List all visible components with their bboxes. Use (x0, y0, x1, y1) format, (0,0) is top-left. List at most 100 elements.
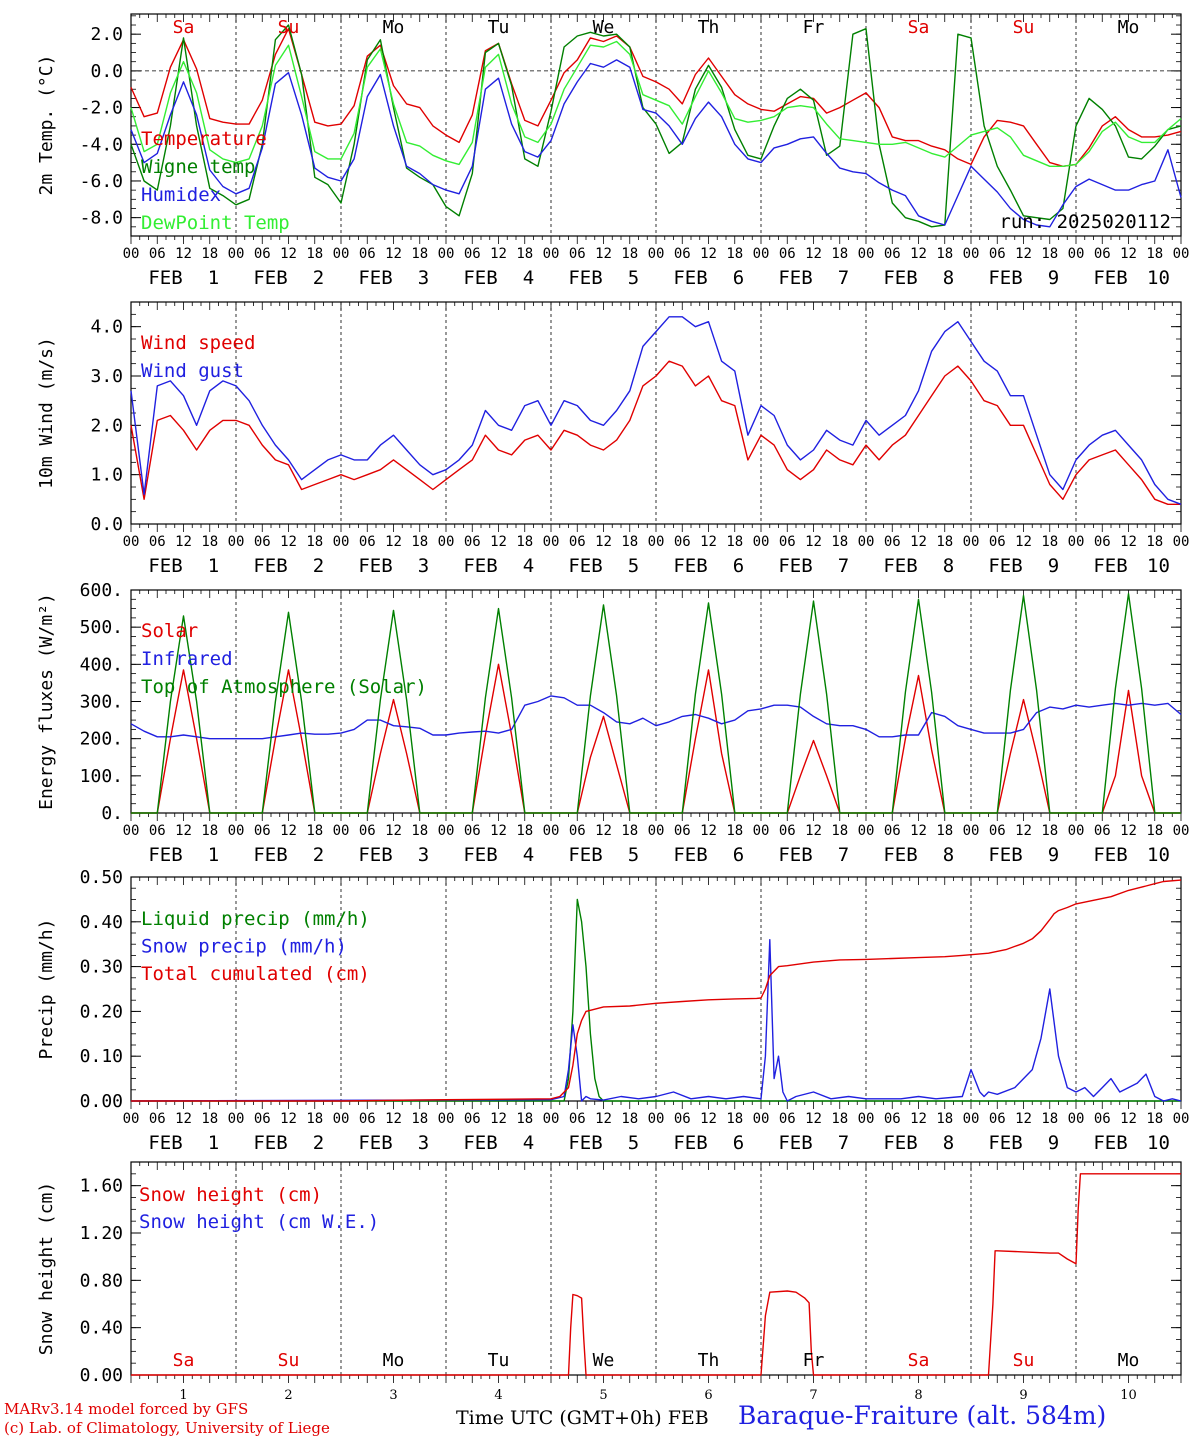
hour-tick-label: 06 (359, 1111, 376, 1127)
hour-tick-label: 18 (516, 1111, 533, 1127)
hour-tick-label: 18 (411, 1111, 428, 1127)
lab-credit-line: (c) Lab. of Climatology, University of L… (4, 1419, 330, 1437)
station-title: Baraque-Fraiture (alt. 584m) (738, 1401, 1107, 1430)
month-label: FEB (778, 267, 812, 289)
hour-tick-label: 12 (175, 1111, 192, 1127)
hour-tick-label: 06 (674, 1111, 691, 1127)
hour-tick-label: 18 (936, 246, 953, 262)
hour-tick-label: 12 (385, 534, 402, 550)
hour-tick-label: 18 (516, 534, 533, 550)
day-number-label: 2 (313, 267, 324, 289)
hour-tick-label: 18 (411, 246, 428, 262)
hour-tick-label: 06 (779, 246, 796, 262)
legend-entry: Wigne temp (141, 156, 255, 178)
hour-tick-label: 00 (648, 534, 665, 550)
hour-tick-label: 06 (569, 1111, 586, 1127)
day-number-label: 1 (208, 844, 219, 866)
hour-tick-label: 06 (884, 246, 901, 262)
panel-1 (130, 13, 1182, 244)
day-number-label: 8 (943, 267, 954, 289)
hour-tick-label: 12 (385, 1111, 402, 1127)
y-tick-label: 600. (80, 580, 123, 601)
day-number-label: 10 (1147, 267, 1170, 289)
series-line-green (130, 24, 1182, 228)
hour-tick-label: 18 (831, 1111, 848, 1127)
day-name-label: We (593, 1350, 615, 1371)
month-label: FEB (883, 555, 917, 577)
hour-tick-label: 18 (1041, 246, 1058, 262)
hour-tick-label: 18 (306, 823, 323, 839)
series-line-lightgreen (130, 40, 1182, 168)
panel-4 (130, 876, 1182, 1109)
hour-tick-label: 00 (858, 823, 875, 839)
series-line-green (131, 593, 1181, 814)
month-label: FEB (253, 267, 287, 289)
hour-tick-label: 06 (149, 534, 166, 550)
hour-tick-label: 00 (543, 246, 560, 262)
day-number-label: 10 (1147, 1132, 1170, 1154)
hour-tick-label: 18 (306, 246, 323, 262)
hour-tick-label: 00 (963, 823, 980, 839)
y-tick-label: 0.40 (80, 1318, 123, 1339)
hour-tick-label: 00 (1068, 823, 1085, 839)
month-label: FEB (148, 1132, 182, 1154)
y-tick-label: 0. (101, 803, 123, 824)
hour-tick-label: 06 (1094, 823, 1111, 839)
y-tick-label: 0.10 (80, 1046, 123, 1067)
y-tick-label: -4.0 (80, 134, 123, 155)
day-number-label: 5 (628, 844, 639, 866)
day-number-label: 9 (1048, 267, 1059, 289)
hour-tick-label: 18 (621, 823, 638, 839)
hour-tick-label: 06 (359, 823, 376, 839)
hour-tick-label: 06 (254, 1111, 271, 1127)
hour-tick-label: 06 (779, 534, 796, 550)
hour-tick-label: 06 (149, 246, 166, 262)
month-label: FEB (673, 1132, 707, 1154)
hour-tick-label: 00 (963, 534, 980, 550)
day-name-label: Mo (1118, 1350, 1140, 1371)
day-number-label: 8 (943, 844, 954, 866)
day-number-label: 8 (914, 1388, 922, 1403)
month-label: FEB (1093, 1132, 1127, 1154)
hour-tick-label: 06 (674, 246, 691, 262)
hour-tick-label: 00 (1173, 246, 1190, 262)
hour-tick-label: 12 (280, 534, 297, 550)
legend-entry: Top of Atmosphere (Solar) (141, 676, 427, 698)
hour-tick-label: 12 (385, 823, 402, 839)
month-label: FEB (1093, 555, 1127, 577)
hour-tick-label: 06 (989, 534, 1006, 550)
hour-tick-label: 12 (490, 1111, 507, 1127)
day-number-label: 10 (1147, 555, 1170, 577)
hour-tick-label: 12 (175, 534, 192, 550)
hour-tick-label: 00 (648, 1111, 665, 1127)
month-label: FEB (463, 1132, 497, 1154)
month-label: FEB (253, 844, 287, 866)
day-number-label: 5 (628, 555, 639, 577)
day-number-label: 5 (628, 267, 639, 289)
hour-tick-label: 12 (175, 246, 192, 262)
run-annotation: run: 2025020112 (999, 211, 1171, 233)
legend-entry: Infrared (141, 648, 233, 670)
y-tick-label: 0.20 (80, 1001, 123, 1022)
hour-tick-label: 00 (1068, 534, 1085, 550)
hour-tick-label: 00 (228, 246, 245, 262)
day-number-label: 7 (809, 1388, 817, 1403)
y-axis-title: Precip (mm/h) (36, 919, 57, 1060)
hour-tick-label: 00 (543, 1111, 560, 1127)
hour-tick-label: 12 (805, 534, 822, 550)
hour-tick-label: 00 (753, 1111, 770, 1127)
series-line-red (131, 1173, 1181, 1376)
hour-tick-label: 18 (1146, 823, 1163, 839)
hour-tick-label: 18 (201, 823, 218, 839)
hour-tick-label: 18 (726, 1111, 743, 1127)
hour-tick-label: 18 (1146, 1111, 1163, 1127)
y-axis-title: 2m Temp. (°C) (36, 55, 57, 196)
hour-tick-label: 18 (831, 534, 848, 550)
hour-tick-label: 18 (201, 1111, 218, 1127)
day-number-label: 4 (494, 1388, 502, 1403)
hour-tick-label: 06 (1094, 534, 1111, 550)
y-tick-label: 0.80 (80, 1270, 123, 1291)
legend-entry: Snow precip (mm/h) (141, 936, 347, 958)
day-number-label: 7 (838, 1132, 849, 1154)
day-number-label: 7 (838, 555, 849, 577)
